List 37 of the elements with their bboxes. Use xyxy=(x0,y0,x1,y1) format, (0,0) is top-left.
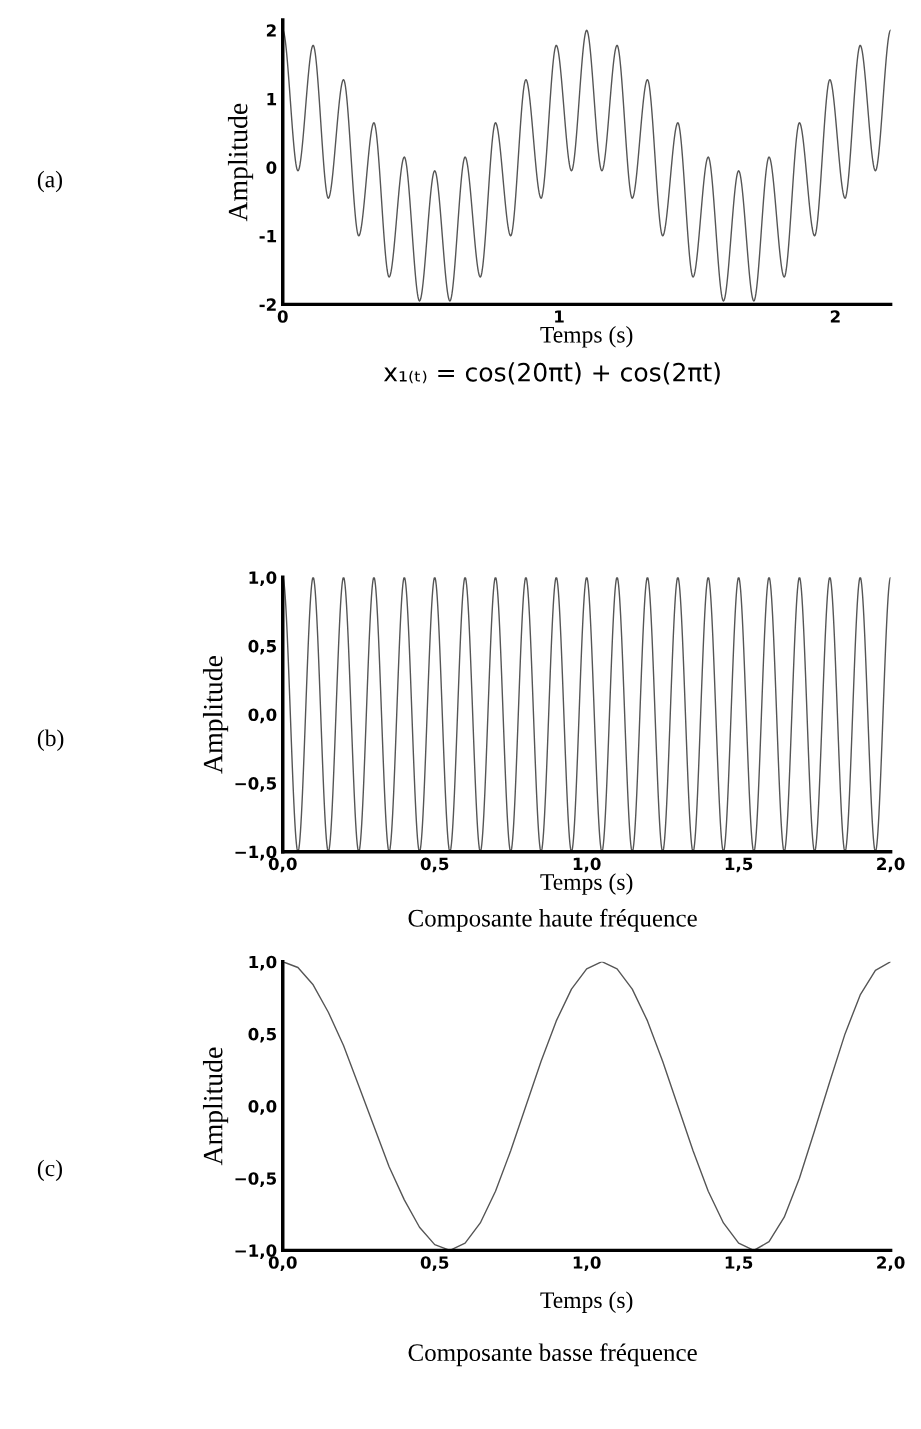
x-axis-title: Temps (s) xyxy=(540,326,633,348)
y-axis-title: Amplitude xyxy=(202,1047,229,1166)
x-tick-label: 1,0 xyxy=(573,1256,601,1271)
y-tick-label: 1,0 xyxy=(249,571,277,587)
y-tick-label: 2 xyxy=(266,24,276,37)
text: Composante basse fréquence xyxy=(408,1343,697,1367)
y-tick-label: 0 xyxy=(266,161,277,174)
x-tick-label: 1,5 xyxy=(725,857,753,873)
y-tick-label: 0,5 xyxy=(248,1027,277,1043)
x-axis-title: Temps (s) xyxy=(540,1291,633,1313)
text: x₁₍ₜ₎ = cos(20πt) + cos(2πt) xyxy=(383,362,720,385)
y-tick-label: 1,0 xyxy=(249,955,277,971)
y-axis-title: Amplitude xyxy=(227,103,254,222)
y-tick-label: 0,5 xyxy=(248,639,277,655)
text: (c) xyxy=(37,1159,63,1182)
x-tick-label: 0 xyxy=(277,310,288,323)
x-axis-title: Temps (s) xyxy=(540,873,633,895)
x-tick-label: 2 xyxy=(830,310,840,323)
text: (a) xyxy=(37,170,63,193)
y-tick-label: 1 xyxy=(267,92,277,106)
x-tick-label: 0,5 xyxy=(420,857,449,873)
x-tick-label: 1 xyxy=(555,310,564,323)
text: (b) xyxy=(37,729,64,751)
y-tick-label: −0,5 xyxy=(235,1172,277,1187)
y-tick-label: −0,5 xyxy=(235,777,277,792)
x-tick-label: 2,0 xyxy=(877,1256,905,1271)
x-tick-label: 2,0 xyxy=(877,857,905,873)
text: Composante haute fréquence xyxy=(408,908,697,932)
x-tick-label: 1,0 xyxy=(573,857,601,873)
y-tick-label: 0,0 xyxy=(248,1100,277,1115)
y-axis-title: Amplitude xyxy=(202,656,229,774)
x-tick-label: 1,5 xyxy=(725,1256,753,1271)
y-tick-label: 0,0 xyxy=(248,708,277,724)
y-tick-label: -1 xyxy=(259,230,277,243)
line-series xyxy=(282,961,891,1251)
y-tick-label: -2 xyxy=(259,298,276,311)
x-tick-label: 0,5 xyxy=(420,1256,449,1271)
